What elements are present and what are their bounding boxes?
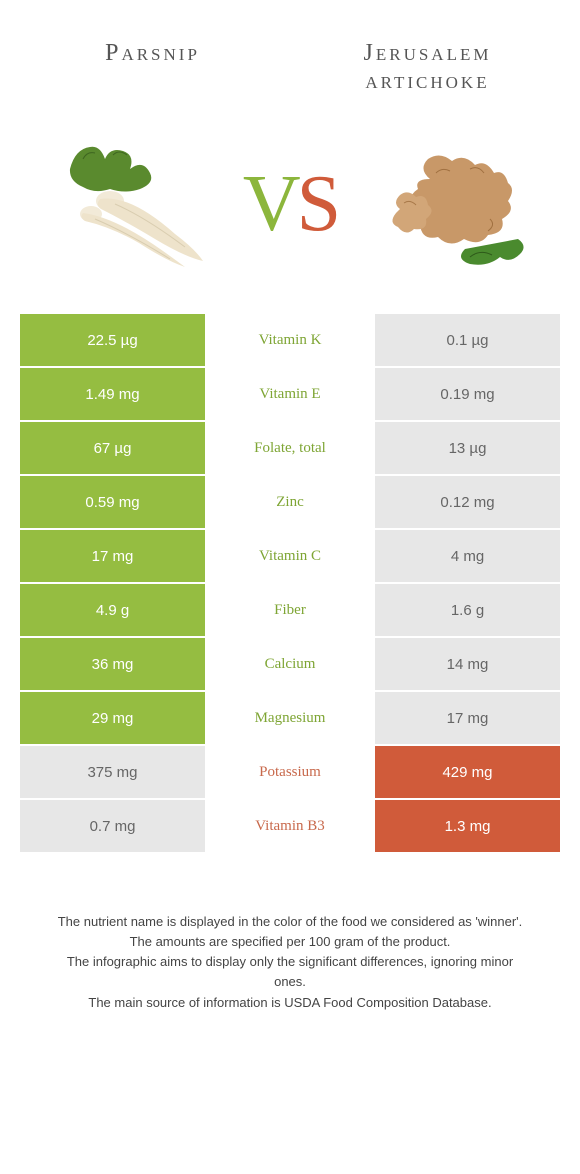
nutrient-name-cell: Vitamin B3 bbox=[205, 800, 375, 852]
left-product-image bbox=[30, 134, 220, 274]
nutrient-name-cell: Vitamin E bbox=[205, 368, 375, 420]
nutrient-name-cell: Potassium bbox=[205, 746, 375, 798]
footer-notes: The nutrient name is displayed in the co… bbox=[20, 912, 560, 1013]
table-row: 36 mgCalcium14 mg bbox=[20, 636, 560, 690]
left-product-name: Parsnip bbox=[40, 40, 265, 68]
images-row: VS bbox=[20, 110, 560, 312]
footer-line-2: The amounts are specified per 100 gram o… bbox=[50, 932, 530, 952]
parsnip-icon bbox=[35, 139, 215, 269]
table-row: 67 µgFolate, total13 µg bbox=[20, 420, 560, 474]
right-value-cell: 4 mg bbox=[375, 530, 560, 582]
table-row: 22.5 µgVitamin K0.1 µg bbox=[20, 312, 560, 366]
left-value-cell: 375 mg bbox=[20, 746, 205, 798]
vs-s: S bbox=[297, 159, 338, 250]
left-value-cell: 29 mg bbox=[20, 692, 205, 744]
infographic-container: Parsnip Jerusalem artichoke bbox=[0, 0, 580, 1033]
right-value-cell: 17 mg bbox=[375, 692, 560, 744]
table-row: 375 mgPotassium429 mg bbox=[20, 744, 560, 798]
nutrient-name-cell: Magnesium bbox=[205, 692, 375, 744]
right-title-col: Jerusalem artichoke bbox=[315, 40, 540, 95]
footer-line-4: The main source of information is USDA F… bbox=[50, 993, 530, 1013]
left-value-cell: 22.5 µg bbox=[20, 314, 205, 366]
nutrient-name-cell: Fiber bbox=[205, 584, 375, 636]
right-value-cell: 14 mg bbox=[375, 638, 560, 690]
vs-v: V bbox=[243, 159, 297, 250]
table-row: 1.49 mgVitamin E0.19 mg bbox=[20, 366, 560, 420]
table-row: 29 mgMagnesium17 mg bbox=[20, 690, 560, 744]
left-value-cell: 1.49 mg bbox=[20, 368, 205, 420]
titles-row: Parsnip Jerusalem artichoke bbox=[20, 40, 560, 110]
right-value-cell: 0.1 µg bbox=[375, 314, 560, 366]
left-value-cell: 0.7 mg bbox=[20, 800, 205, 852]
nutrient-name-cell: Calcium bbox=[205, 638, 375, 690]
right-value-cell: 1.3 mg bbox=[375, 800, 560, 852]
left-value-cell: 17 mg bbox=[20, 530, 205, 582]
table-row: 0.7 mgVitamin B31.3 mg bbox=[20, 798, 560, 852]
left-title-col: Parsnip bbox=[40, 40, 265, 68]
left-value-cell: 0.59 mg bbox=[20, 476, 205, 528]
table-row: 17 mgVitamin C4 mg bbox=[20, 528, 560, 582]
right-value-cell: 0.19 mg bbox=[375, 368, 560, 420]
comparison-table: 22.5 µgVitamin K0.1 µg1.49 mgVitamin E0.… bbox=[20, 312, 560, 852]
right-value-cell: 429 mg bbox=[375, 746, 560, 798]
right-value-cell: 1.6 g bbox=[375, 584, 560, 636]
left-value-cell: 36 mg bbox=[20, 638, 205, 690]
footer-line-1: The nutrient name is displayed in the co… bbox=[50, 912, 530, 932]
right-product-image bbox=[360, 134, 550, 274]
nutrient-name-cell: Vitamin C bbox=[205, 530, 375, 582]
right-value-cell: 0.12 mg bbox=[375, 476, 560, 528]
left-value-cell: 4.9 g bbox=[20, 584, 205, 636]
left-value-cell: 67 µg bbox=[20, 422, 205, 474]
jerusalem-artichoke-icon bbox=[370, 139, 540, 269]
footer-line-3: The infographic aims to display only the… bbox=[50, 952, 530, 992]
vs-label: VS bbox=[243, 159, 337, 250]
right-product-name: Jerusalem artichoke bbox=[315, 40, 540, 95]
table-row: 0.59 mgZinc0.12 mg bbox=[20, 474, 560, 528]
nutrient-name-cell: Zinc bbox=[205, 476, 375, 528]
nutrient-name-cell: Vitamin K bbox=[205, 314, 375, 366]
nutrient-name-cell: Folate, total bbox=[205, 422, 375, 474]
table-row: 4.9 gFiber1.6 g bbox=[20, 582, 560, 636]
right-value-cell: 13 µg bbox=[375, 422, 560, 474]
